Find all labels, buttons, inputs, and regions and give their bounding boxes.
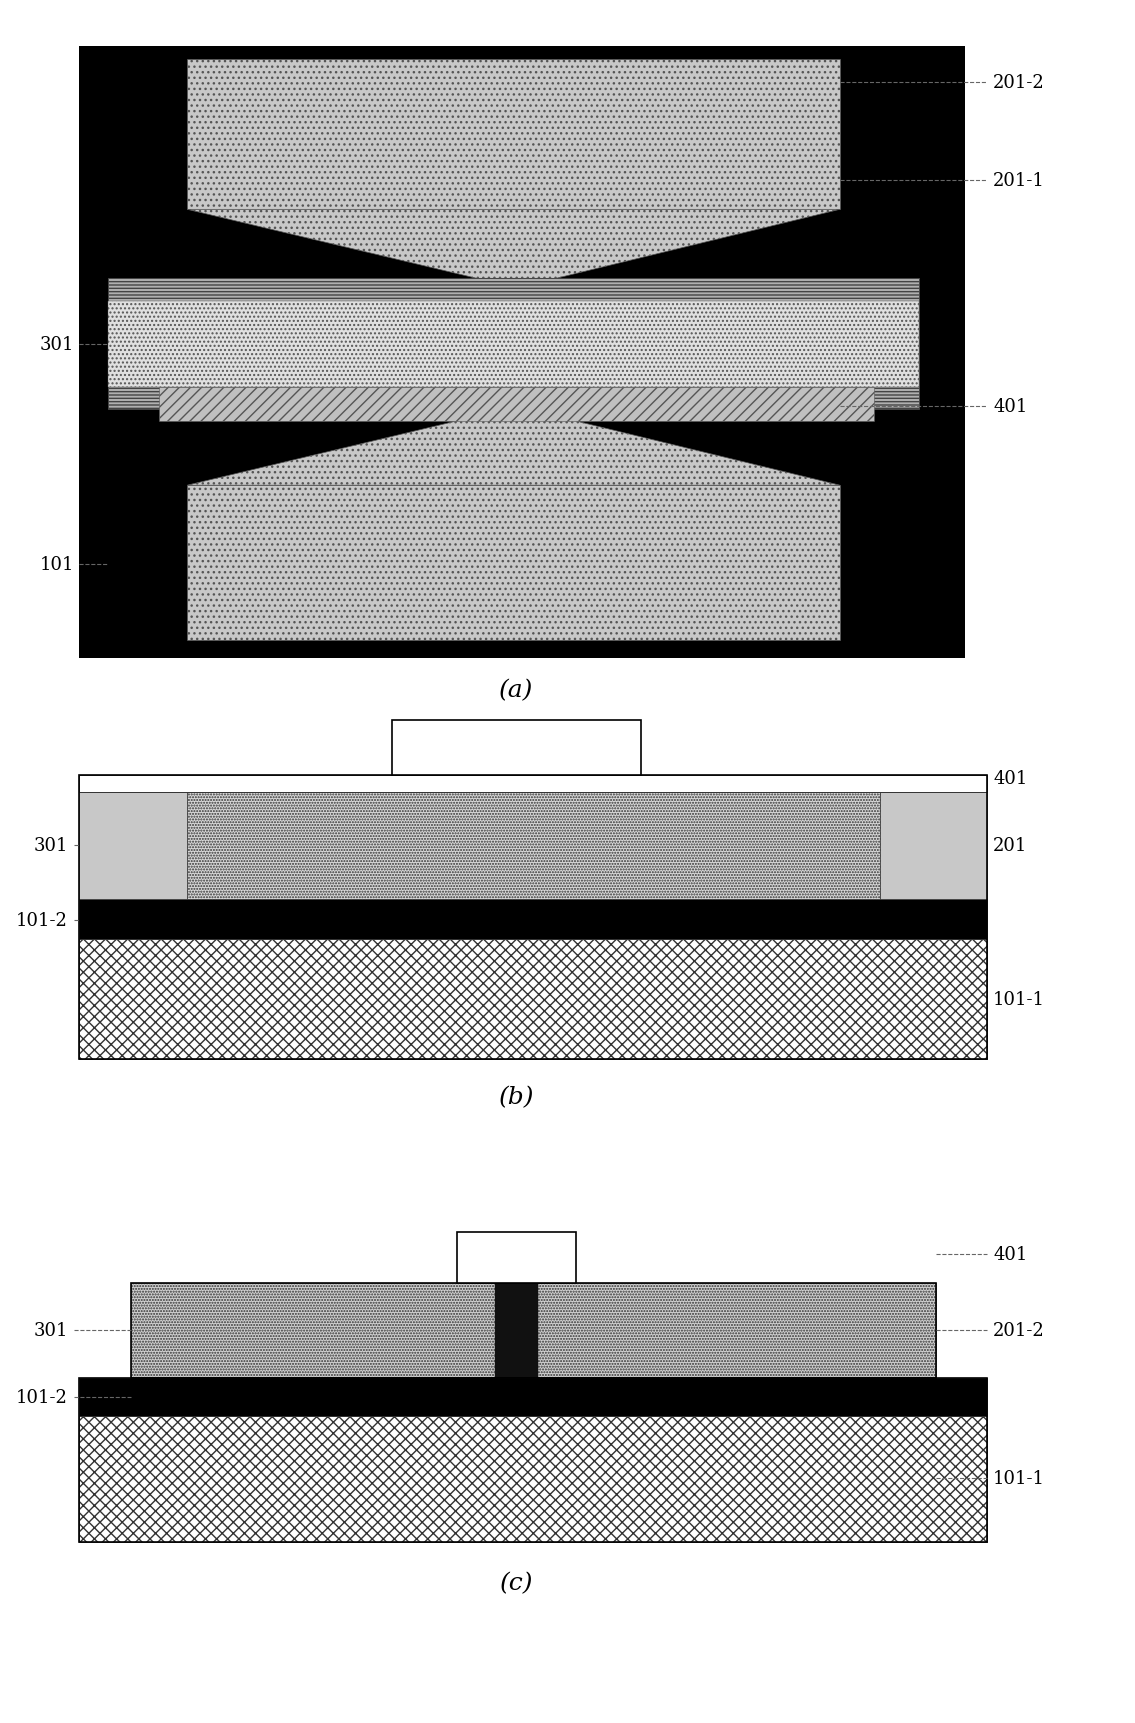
- Bar: [880, 793, 987, 899]
- Text: 201: 201: [993, 837, 1027, 855]
- Text: (b): (b): [498, 1085, 535, 1108]
- Text: 201-2: 201-2: [993, 74, 1045, 91]
- Bar: [79, 1416, 987, 1542]
- Bar: [187, 486, 840, 641]
- Bar: [79, 775, 987, 793]
- Text: (a): (a): [499, 679, 533, 701]
- Text: 101-1: 101-1: [993, 1470, 1045, 1487]
- Bar: [108, 279, 919, 410]
- Polygon shape: [187, 417, 840, 486]
- Bar: [131, 1284, 936, 1378]
- Text: 401: 401: [993, 770, 1027, 787]
- Bar: [79, 1378, 987, 1416]
- Text: 101-2: 101-2: [16, 911, 68, 929]
- Text: 301: 301: [40, 336, 74, 353]
- Text: 301: 301: [34, 1322, 68, 1339]
- Bar: [79, 939, 987, 1060]
- Bar: [495, 1284, 538, 1378]
- Text: 201-2: 201-2: [993, 1322, 1045, 1339]
- Bar: [187, 60, 840, 210]
- Bar: [79, 775, 987, 1060]
- Bar: [159, 388, 874, 422]
- Text: 101-1: 101-1: [993, 991, 1045, 1008]
- Text: 101-2: 101-2: [16, 1389, 68, 1406]
- Text: 301: 301: [34, 837, 68, 855]
- Bar: [79, 899, 987, 939]
- Polygon shape: [187, 210, 840, 279]
- Bar: [187, 793, 880, 899]
- Bar: [131, 1284, 936, 1378]
- Bar: [108, 302, 919, 388]
- Text: 101: 101: [40, 557, 74, 574]
- Text: 401: 401: [993, 398, 1027, 415]
- Text: 201-1: 201-1: [993, 172, 1045, 190]
- Bar: [79, 47, 965, 658]
- Bar: [392, 720, 641, 775]
- Text: (c): (c): [499, 1571, 533, 1594]
- Text: 401: 401: [993, 1246, 1027, 1263]
- Bar: [79, 793, 187, 899]
- Bar: [456, 1232, 577, 1284]
- Bar: [79, 1378, 987, 1542]
